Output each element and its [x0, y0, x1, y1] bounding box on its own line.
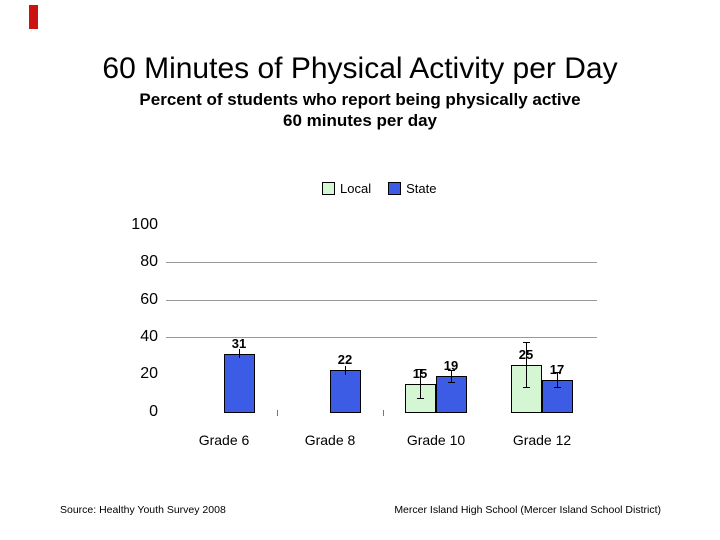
bar-state-grade-6	[224, 354, 255, 413]
x-axis-tick	[277, 410, 278, 416]
gridline-60	[166, 300, 597, 301]
x-axis-label-grade-10: Grade 10	[406, 432, 466, 448]
bar-value-label: 17	[549, 362, 565, 377]
error-bar	[557, 372, 558, 387]
chart-legend: Local State	[322, 181, 436, 196]
y-axis-label-100: 100	[131, 216, 158, 233]
error-bar-cap-bottom	[523, 387, 530, 388]
error-bar-cap-bottom	[417, 398, 424, 399]
error-bar-cap-bottom	[554, 387, 561, 388]
footer-school: Mercer Island High School (Mercer Island…	[394, 504, 661, 516]
error-bar	[451, 370, 452, 382]
error-bar-cap-bottom	[448, 382, 455, 383]
bar-value-label: 22	[337, 352, 353, 367]
bar-value-label: 25	[518, 347, 534, 362]
x-axis-label-grade-6: Grade 6	[198, 432, 250, 448]
error-bar-cap-top	[448, 370, 455, 371]
error-bar-cap-top	[554, 372, 561, 373]
y-axis-label-60: 60	[140, 291, 158, 308]
x-axis-label-grade-12: Grade 12	[512, 432, 572, 448]
x-axis-label-grade-8: Grade 8	[304, 432, 356, 448]
legend-label-state: State	[406, 181, 437, 196]
legend-item-local: Local	[322, 181, 371, 196]
gridline-80	[166, 262, 597, 263]
error-bar	[345, 366, 346, 375]
bar-value-label: 19	[443, 358, 459, 373]
error-bar-cap-top	[523, 342, 530, 343]
error-bar	[526, 342, 527, 387]
error-bar	[239, 349, 240, 358]
x-axis-tick	[383, 410, 384, 416]
chart-subtitle-line2: 60 minutes per day	[282, 111, 437, 130]
legend-label-local: Local	[340, 181, 372, 196]
bar-value-label: 15	[412, 366, 428, 381]
bar-state-grade-8	[330, 370, 361, 413]
legend-item-state: State	[388, 181, 436, 196]
legend-swatch-state	[388, 182, 402, 195]
page-title: 60 Minutes of Physical Activity per Day	[102, 52, 618, 85]
error-bar-cap-top	[417, 369, 424, 370]
legend-swatch-local	[322, 182, 335, 195]
red-marker	[29, 5, 38, 29]
y-axis-label-0: 0	[149, 403, 158, 420]
gridline-40	[166, 337, 597, 338]
y-axis-label-20: 20	[140, 365, 158, 382]
footer-source: Source: Healthy Youth Survey 2008	[60, 504, 226, 516]
y-axis-label-80: 80	[140, 253, 158, 270]
chart-subtitle-line1: Percent of students who report being phy…	[139, 90, 581, 109]
bar-value-label: 31	[231, 336, 247, 351]
error-bar	[420, 369, 421, 398]
y-axis-label-40: 40	[140, 328, 158, 345]
